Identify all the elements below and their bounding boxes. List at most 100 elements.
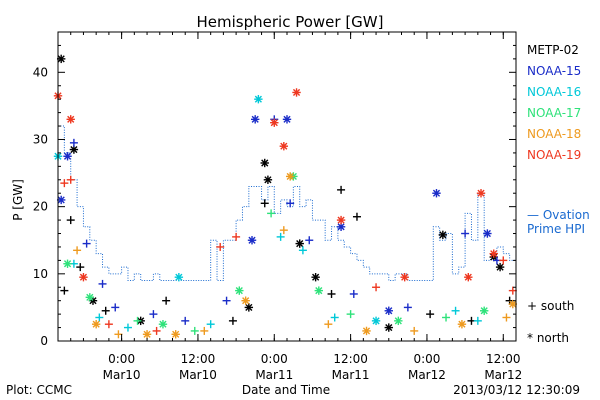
south-point — [337, 185, 346, 194]
marker-d2 — [337, 223, 345, 231]
north-point — [362, 326, 371, 336]
north-point — [438, 230, 448, 240]
marker-d2 — [477, 189, 485, 197]
north-point — [292, 88, 301, 97]
marker-d2 — [57, 55, 65, 63]
south-point — [216, 242, 225, 251]
south-point — [298, 246, 307, 255]
south-point — [82, 239, 91, 248]
south-point — [228, 316, 237, 325]
south-point — [508, 286, 517, 295]
x-tick-time: 12:00 — [486, 352, 521, 366]
x-tick-date: Mar11 — [255, 368, 293, 382]
north-point — [263, 175, 273, 184]
legend: METP-02 NOAA-15 NOAA-16 NOAA-17 NOAA-18 NOAA-… — [527, 43, 590, 345]
marker-d2 — [143, 330, 151, 338]
north-point — [63, 152, 72, 161]
south-point — [276, 232, 285, 241]
north-point — [91, 320, 101, 329]
y-tick-label: 20 — [33, 200, 48, 214]
marker-d2 — [280, 142, 288, 150]
south-point — [123, 323, 132, 332]
series-metp-02 — [56, 54, 514, 332]
marker-d2 — [248, 236, 256, 244]
x-tick-time: 0:00 — [413, 352, 440, 366]
x-tick-date: Mar11 — [332, 368, 370, 382]
plot-frame — [57, 31, 517, 342]
marker-d2 — [458, 320, 466, 328]
x-tick-date: Mar12 — [408, 368, 446, 382]
south-point — [473, 316, 482, 325]
marker-d2 — [292, 88, 301, 97]
marker-d2 — [385, 323, 393, 332]
marker-d2 — [296, 240, 304, 248]
south-point — [286, 199, 295, 208]
marker-d2 — [86, 293, 94, 301]
south-point — [152, 326, 161, 335]
south-point — [327, 289, 336, 298]
south-point — [98, 279, 107, 288]
marker-d2 — [89, 297, 97, 305]
marker-d2 — [242, 297, 250, 305]
y-axis-label: P [GW] — [11, 179, 25, 221]
south-point — [502, 313, 511, 322]
x-tick-time: 12:00 — [333, 352, 368, 366]
south-point — [162, 296, 171, 305]
north-point — [400, 272, 409, 282]
marker-d2 — [254, 95, 262, 103]
legend-entry-noaa-17: NOAA-17 — [527, 106, 581, 120]
marker-d2 — [264, 176, 272, 184]
marker-d2 — [67, 115, 75, 123]
y-tick-label: 40 — [33, 65, 48, 79]
north-point — [295, 239, 304, 248]
marker-d2 — [235, 287, 243, 295]
south-point — [403, 303, 412, 312]
south-point — [101, 306, 110, 315]
north-point — [241, 296, 250, 305]
north-point — [464, 272, 473, 282]
north-point — [254, 94, 263, 104]
south-point — [442, 313, 451, 322]
south-point — [349, 289, 358, 298]
legend-ovation-line1: — Ovation — [527, 208, 590, 222]
axes: 0 10 20 30 40 0:00 Mar10 12:00 Mar10 0:00 Mar11 12:… — [33, 31, 522, 382]
south-point — [232, 232, 241, 241]
marker-d2 — [261, 159, 269, 167]
y-tick-label: 30 — [33, 132, 48, 146]
south-point — [330, 313, 339, 322]
ovation-hpi-path — [58, 125, 516, 282]
north-point — [250, 115, 260, 124]
series-noaa-18 — [73, 172, 518, 339]
marker-d2 — [251, 115, 259, 123]
south-point — [451, 306, 460, 315]
north-point — [66, 115, 75, 124]
marker-d2 — [394, 317, 402, 325]
south-point — [260, 199, 269, 208]
marker-d2 — [385, 307, 393, 315]
x-axis-label: Date and Time — [242, 383, 330, 397]
north-point — [314, 286, 324, 295]
north-point — [384, 323, 393, 332]
marker-d2 — [362, 327, 371, 335]
data-points — [53, 54, 518, 339]
marker-d2 — [70, 145, 78, 154]
north-point — [384, 306, 393, 315]
north-point — [489, 249, 498, 258]
south-point — [206, 320, 215, 329]
marker-d2 — [483, 229, 491, 238]
north-point — [285, 172, 295, 181]
plot-credit: Plot: CCMC — [6, 383, 72, 397]
north-point — [235, 286, 244, 295]
north-point — [311, 272, 320, 282]
south-point — [426, 310, 435, 319]
north-point — [247, 236, 257, 245]
north-point — [495, 262, 505, 272]
marker-d2 — [63, 260, 72, 268]
series-noaa-19 — [53, 88, 517, 335]
marker-d2 — [312, 273, 320, 281]
north-point — [56, 54, 66, 64]
north-point — [394, 316, 403, 326]
north-point — [270, 118, 279, 127]
south-point — [133, 316, 142, 325]
south-point — [346, 310, 355, 319]
